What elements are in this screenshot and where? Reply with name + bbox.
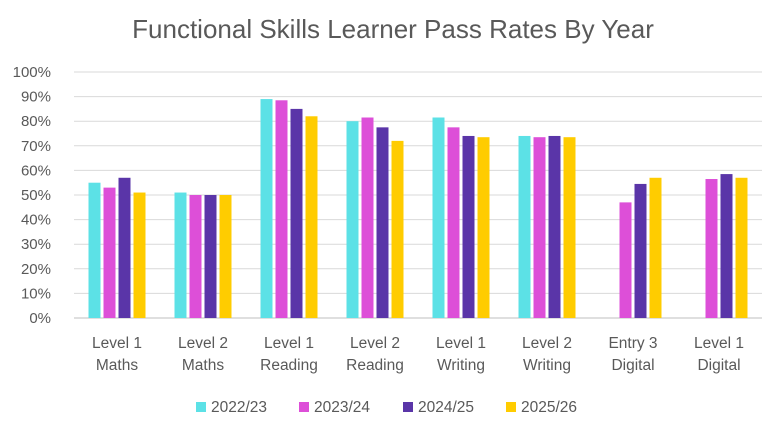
y-tick-label: 80% (21, 113, 51, 130)
legend-item: 2025/26 (506, 399, 577, 416)
bar-2024-25-6 (634, 183, 647, 318)
bar-2024-25-1 (204, 195, 217, 318)
bar-2022-23-2 (260, 99, 273, 318)
legend-item: 2024/25 (403, 399, 474, 416)
bar-2022-23-1 (174, 192, 187, 318)
bar-2025-26-3 (391, 140, 404, 318)
bar-2022-23-4 (432, 117, 445, 318)
category-label: Entry 3 Digital (608, 335, 657, 374)
category-label: Level 1 Digital (694, 335, 744, 374)
category-label: Level 1 Maths (92, 335, 142, 374)
category-label: Level 2 Maths (178, 335, 228, 374)
chart-title: Functional Skills Learner Pass Rates By … (132, 14, 654, 44)
legend-swatch (403, 402, 413, 412)
bar-2024-25-5 (548, 135, 561, 318)
y-tick-label: 70% (21, 138, 51, 155)
legend-label: 2022/23 (211, 399, 267, 416)
bar-2024-25-2 (290, 108, 303, 319)
bar-2025-26-0 (133, 192, 146, 318)
category-label: Level 2 Writing (522, 335, 572, 374)
x-axis-category-labels: Level 1 Maths Level 2 Maths Level 1 Reading Le… (92, 335, 744, 374)
y-tick-label: 20% (21, 261, 51, 278)
gridlines (74, 71, 762, 319)
y-axis-tick-labels: 0% 10% 20% 30% 40% 50% 60% 70% 80% 90% 100% (13, 64, 51, 327)
bar-2024-25-0 (118, 177, 131, 318)
bar-2025-26-7 (735, 177, 748, 318)
legend-swatch (299, 402, 309, 412)
legend-label: 2023/24 (314, 399, 370, 416)
bar-2024-25-7 (720, 174, 733, 318)
bar-2025-26-2 (305, 116, 318, 318)
bar-2025-26-5 (563, 137, 576, 318)
bar-2023-24-1 (189, 195, 202, 318)
category-label: Level 1 Writing (436, 335, 486, 374)
bar-2022-23-5 (518, 135, 531, 318)
bar-2024-25-3 (376, 127, 389, 318)
y-tick-label: 10% (21, 285, 51, 302)
y-tick-label: 50% (21, 187, 51, 204)
bar-2025-26-1 (219, 195, 232, 318)
category-label: Level 2 Reading (346, 335, 404, 374)
y-tick-label: 0% (29, 310, 51, 327)
legend-item: 2022/23 (196, 399, 267, 416)
y-tick-label: 30% (21, 236, 51, 253)
bar-2023-24-3 (361, 117, 374, 318)
bar-2023-24-2 (275, 100, 288, 318)
legend: 2022/23 2023/24 2024/25 2025/26 (196, 399, 577, 416)
bar-2023-24-5 (533, 137, 546, 318)
legend-item: 2023/24 (299, 399, 370, 416)
bars (88, 99, 748, 319)
legend-label: 2025/26 (521, 399, 577, 416)
legend-label: 2024/25 (418, 399, 474, 416)
bar-2025-26-4 (477, 137, 490, 318)
y-tick-label: 60% (21, 162, 51, 179)
category-label: Level 1 Reading (260, 335, 318, 374)
y-tick-label: 100% (13, 64, 51, 81)
bar-2023-24-6 (619, 202, 632, 318)
bar-2023-24-0 (103, 187, 116, 318)
legend-swatch (506, 402, 516, 412)
y-tick-label: 40% (21, 212, 51, 229)
bar-2024-25-4 (462, 135, 475, 318)
y-tick-label: 90% (21, 89, 51, 106)
bar-2022-23-0 (88, 182, 101, 318)
bar-2023-24-4 (447, 127, 460, 318)
bar-2022-23-3 (346, 121, 359, 318)
bar-2025-26-6 (649, 177, 662, 318)
legend-swatch (196, 402, 206, 412)
bar-2023-24-7 (705, 179, 718, 318)
